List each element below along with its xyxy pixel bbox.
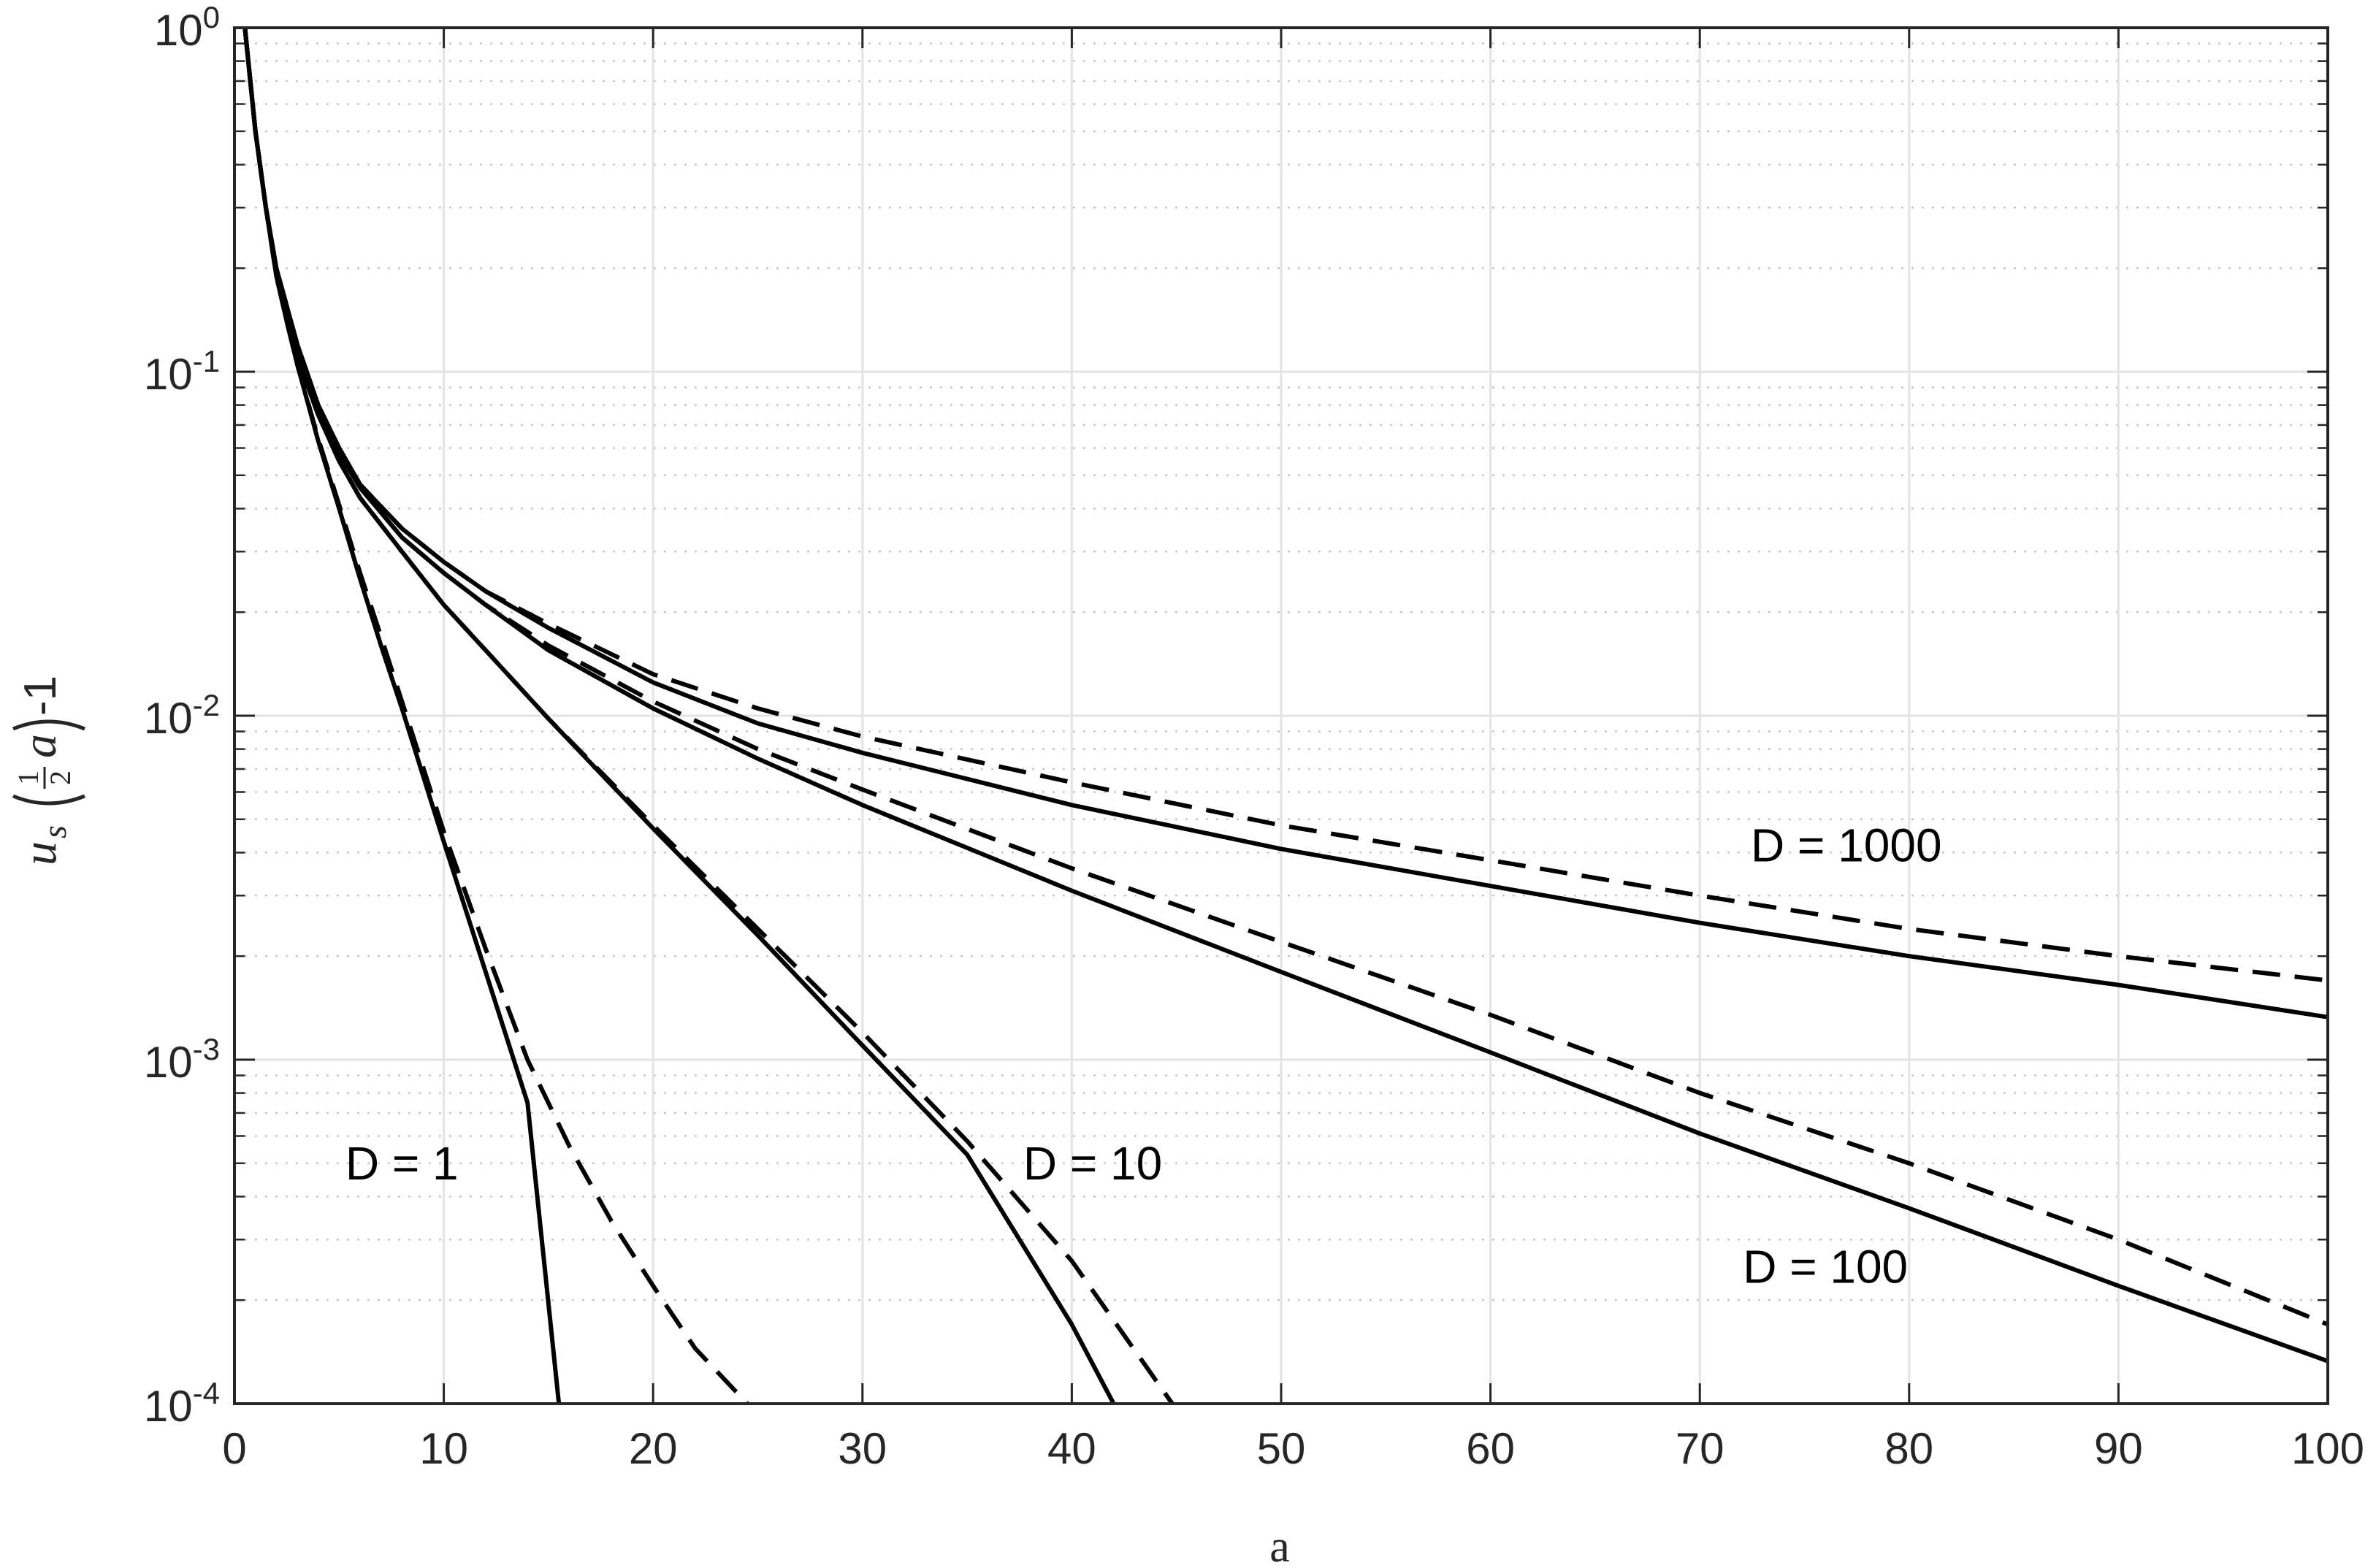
x-tick-label: 80 <box>1884 1424 1933 1473</box>
x-tick-label: 10 <box>419 1424 468 1473</box>
x-tick-labels: 0 10 20 30 40 50 60 70 80 90 100 <box>222 1424 2364 1473</box>
x-tick-label: 60 <box>1466 1424 1515 1473</box>
y-tick-label: 10-3 <box>144 1032 220 1087</box>
x-tick-label: 20 <box>629 1424 678 1473</box>
series-line-d-1000-dashed <box>242 27 2329 983</box>
curve-annotations: D = 1 D = 10 D = 100 D = 1000 <box>345 819 1942 1293</box>
y-axis-title: u s 1 2 a -1 <box>12 676 85 865</box>
y-tick-label: 10-1 <box>144 344 220 399</box>
y-axis-title-arg: a <box>13 734 66 758</box>
y-axis-title-frac-num: 1 <box>12 770 45 785</box>
curve-label: D = 1000 <box>1751 819 1942 871</box>
curve-label: D = 10 <box>1023 1137 1162 1190</box>
y-axis-title-right-paren <box>12 719 85 731</box>
y-axis-title-suffix: -1 <box>15 676 66 716</box>
y-tick-labels: 10-4 10-3 10-2 10-1 100 <box>144 0 220 1431</box>
series-line-d-1000-solid <box>242 27 2329 1020</box>
curve-label: D = 100 <box>1743 1241 1908 1293</box>
y-axis-title-frac-den: 2 <box>44 770 77 785</box>
x-tick-label: 70 <box>1676 1424 1724 1473</box>
y-axis-title-main: u <box>13 841 66 865</box>
y-tick-label: 100 <box>154 0 220 55</box>
y-tick-label: 10-4 <box>144 1376 220 1431</box>
y-axis-title-sub: s <box>36 825 73 838</box>
series-line-d-10-dashed <box>242 27 1174 1405</box>
y-tick-label: 10-2 <box>144 688 220 743</box>
curve-label: D = 1 <box>345 1137 459 1190</box>
series-layer <box>242 27 2329 1406</box>
y-tick-marks <box>234 26 2328 1405</box>
x-axis-title: a <box>1269 1522 1290 1568</box>
x-tick-label: 30 <box>838 1424 887 1473</box>
x-tick-label: 90 <box>2094 1424 2143 1473</box>
x-tick-label: 100 <box>2291 1424 2364 1473</box>
x-tick-label: 0 <box>222 1424 246 1473</box>
x-tick-marks <box>233 28 2329 1404</box>
x-tick-label: 50 <box>1257 1424 1306 1473</box>
y-axis-title-left-paren <box>12 794 85 806</box>
x-tick-label: 40 <box>1047 1424 1096 1473</box>
minor-grid <box>234 42 2328 1301</box>
series-line-d-100-dashed <box>242 27 2329 1327</box>
series-line-d-1-dashed <box>242 27 749 1406</box>
